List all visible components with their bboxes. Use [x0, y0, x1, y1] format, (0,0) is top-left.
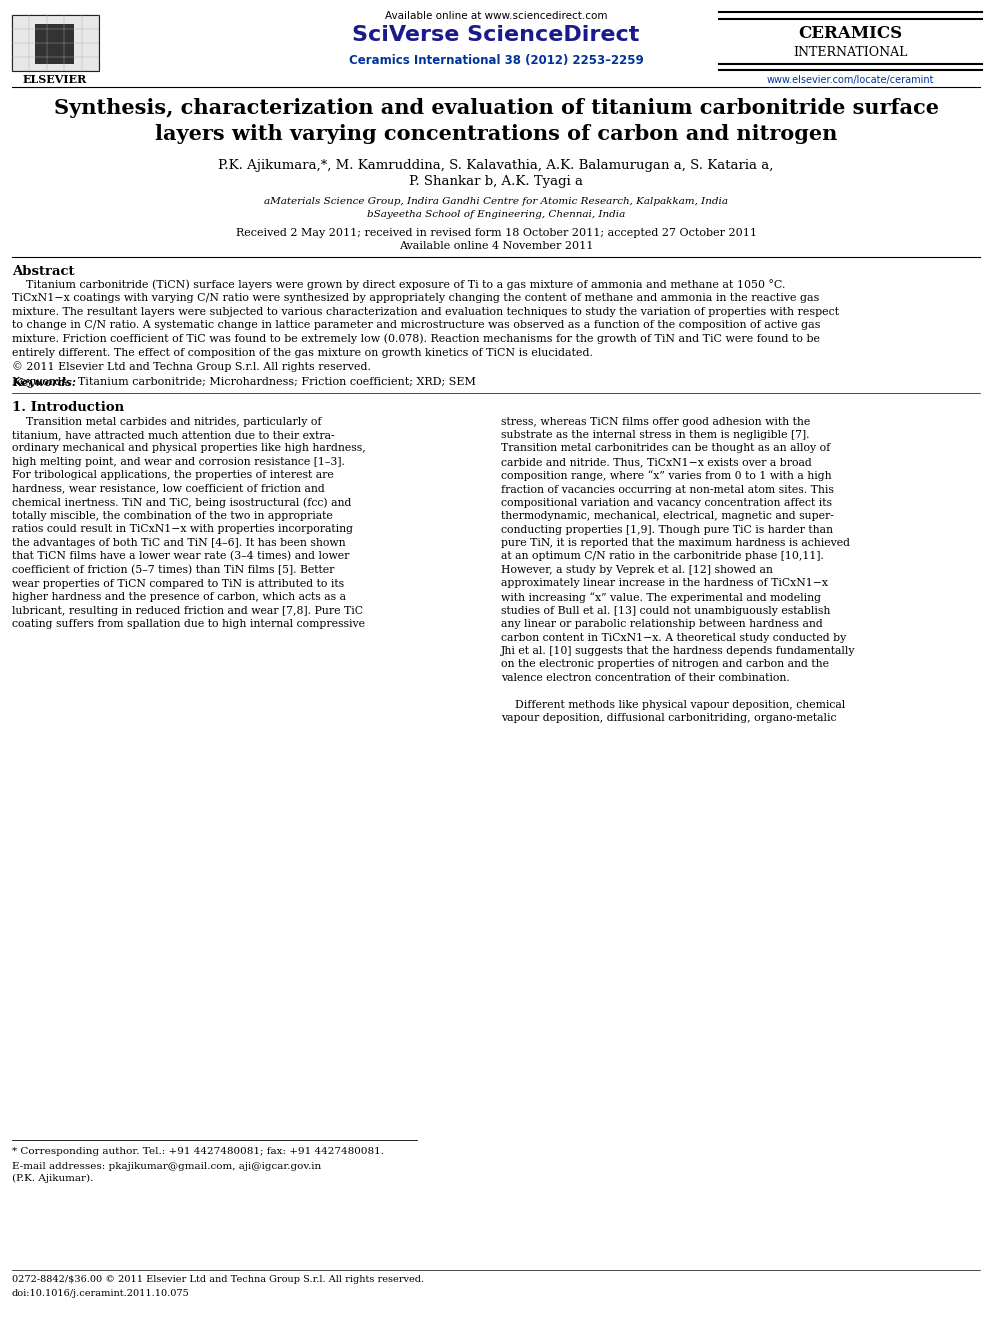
Text: aMaterials Science Group, Indira Gandhi Centre for Atomic Research, Kalpakkam, I: aMaterials Science Group, Indira Gandhi … [264, 197, 728, 206]
Text: 0272-8842/$36.00 © 2011 Elsevier Ltd and Techna Group S.r.l. All rights reserved: 0272-8842/$36.00 © 2011 Elsevier Ltd and… [12, 1275, 424, 1285]
Text: Synthesis, characterization and evaluation of titanium carbonitride surface
laye: Synthesis, characterization and evaluati… [54, 98, 938, 143]
Text: bSayeetha School of Engineering, Chennai, India: bSayeetha School of Engineering, Chennai… [367, 210, 625, 220]
Text: INTERNATIONAL: INTERNATIONAL [793, 46, 908, 60]
Text: Keywords:  Titanium carbonitride; Microhardness; Friction coefficient; XRD; SEM: Keywords: Titanium carbonitride; Microha… [12, 377, 476, 388]
Text: Available online 4 November 2011: Available online 4 November 2011 [399, 241, 593, 251]
Text: E-mail addresses: pkajikumar@gmail.com, aji@igcar.gov.in
(P.K. Ajikumar).: E-mail addresses: pkajikumar@gmail.com, … [12, 1162, 321, 1183]
Text: Transition metal carbides and nitrides, particularly of
titanium, have attracted: Transition metal carbides and nitrides, … [12, 417, 366, 628]
Text: Titanium carbonitride (TiCN) surface layers were grown by direct exposure of Ti : Titanium carbonitride (TiCN) surface lay… [12, 279, 839, 372]
Bar [12, 15, 99, 71]
Text: * Corresponding author. Tel.: +91 4427480081; fax: +91 4427480081.: * Corresponding author. Tel.: +91 442748… [12, 1147, 384, 1156]
Text: Abstract: Abstract [12, 265, 74, 278]
Text: doi:10.1016/j.ceramint.2011.10.075: doi:10.1016/j.ceramint.2011.10.075 [12, 1289, 189, 1298]
Text: www.elsevier.com/locate/ceramint: www.elsevier.com/locate/ceramint [767, 75, 933, 86]
Text: Keywords:: Keywords: [12, 377, 76, 388]
Text: Received 2 May 2011; received in revised form 18 October 2011; accepted 27 Octob: Received 2 May 2011; received in revised… [235, 228, 757, 238]
Bar [35, 24, 74, 64]
Text: Ceramics International 38 (2012) 2253–2259: Ceramics International 38 (2012) 2253–22… [348, 54, 644, 67]
Text: P. Shankar b, A.K. Tyagi a: P. Shankar b, A.K. Tyagi a [409, 175, 583, 188]
Text: stress, whereas TiCN films offer good adhesion with the
substrate as the interna: stress, whereas TiCN films offer good ad… [501, 417, 855, 722]
Text: P.K. Ajikumara,*, M. Kamruddina, S. Kalavathia, A.K. Balamurugan a, S. Kataria a: P.K. Ajikumara,*, M. Kamruddina, S. Kala… [218, 159, 774, 172]
Text: Available online at www.sciencedirect.com: Available online at www.sciencedirect.co… [385, 11, 607, 21]
Text: CERAMICS: CERAMICS [799, 25, 902, 42]
Text: SciVerse ScienceDirect: SciVerse ScienceDirect [352, 25, 640, 45]
Text: 1. Introduction: 1. Introduction [12, 401, 124, 414]
Text: ELSEVIER: ELSEVIER [23, 74, 86, 85]
